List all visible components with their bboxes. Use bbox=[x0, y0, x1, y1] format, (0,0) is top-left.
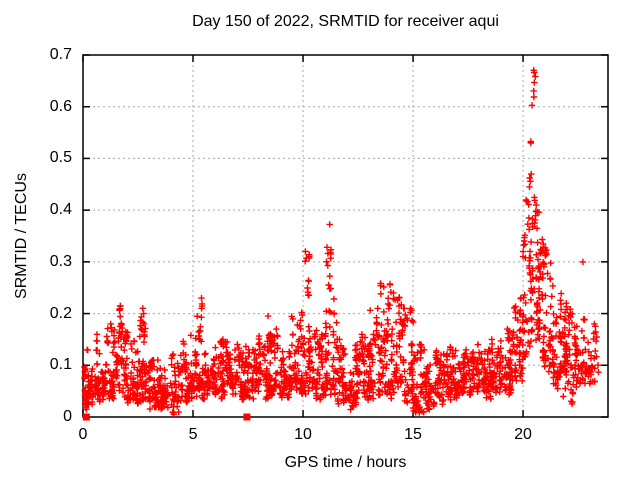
x-tick-label: 0 bbox=[78, 426, 88, 443]
plot-border bbox=[82, 54, 609, 418]
y-tick-label: 0.1 bbox=[49, 356, 72, 374]
x-tick-label: 10 bbox=[294, 426, 312, 443]
chart-title: Day 150 of 2022, SRMTID for receiver aqu… bbox=[192, 13, 499, 30]
y-tick-label: 0.7 bbox=[49, 46, 72, 63]
y-tick-label: 0.6 bbox=[49, 97, 72, 115]
y-tick-label: 0.4 bbox=[49, 201, 72, 219]
baseline-square-marker bbox=[82, 413, 90, 421]
scatter-points bbox=[81, 67, 602, 418]
baseline-square-marker bbox=[243, 413, 251, 421]
y-tick-label: 0 bbox=[63, 408, 72, 425]
x-tick-label: 5 bbox=[188, 426, 198, 443]
y-tick-label: 0.2 bbox=[49, 304, 72, 322]
y-tick-label: 0.3 bbox=[49, 252, 72, 270]
y-tick-label: 0.5 bbox=[49, 149, 72, 167]
x-axis-title: GPS time / hours bbox=[284, 454, 407, 471]
x-tick-label: 20 bbox=[514, 426, 532, 443]
x-tick-label: 15 bbox=[404, 426, 422, 443]
